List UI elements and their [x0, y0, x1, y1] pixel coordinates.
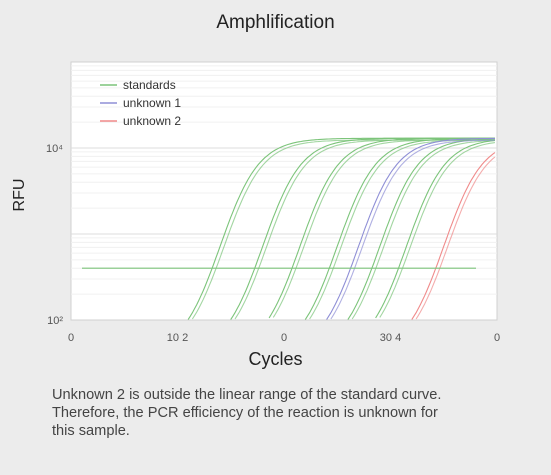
grid [71, 65, 497, 295]
legend-label: standards [123, 78, 176, 92]
curve-unknown-1 [326, 137, 495, 320]
curve-unknown-2 [415, 156, 496, 320]
x-tick-label: 0 [68, 332, 74, 344]
chart-title: Amphlification [216, 12, 335, 33]
curve-standards [309, 139, 495, 320]
x-axis-label: Cycles [248, 349, 303, 369]
x-tick-label: 0 [281, 332, 287, 344]
curve-unknown-2 [411, 152, 496, 320]
legend: standards unknown 1 unknown 2 [100, 78, 181, 128]
y-tick-label: 10⁴ [46, 143, 63, 155]
curve-standards [304, 137, 495, 320]
x-tick-label: 0 [494, 332, 500, 344]
legend-label: unknown 1 [123, 96, 181, 110]
legend-label: unknown 2 [123, 114, 181, 128]
curve-unknown-1 [330, 139, 495, 320]
curve-standards [379, 142, 495, 318]
x-tick-label: 10 2 [167, 332, 188, 344]
caption-line-3: this sample. [52, 423, 130, 439]
curves [82, 137, 496, 320]
curve-standards [375, 139, 495, 319]
caption: Unknown 2 is outside the linear range of… [52, 386, 532, 440]
caption-line-1: Unknown 2 is outside the linear range of… [52, 387, 442, 403]
x-tick-label: 30 4 [380, 332, 401, 344]
y-tick-label: 10² [47, 315, 63, 327]
caption-line-2: Therefore, the PCR efficiency of the rea… [52, 405, 438, 421]
